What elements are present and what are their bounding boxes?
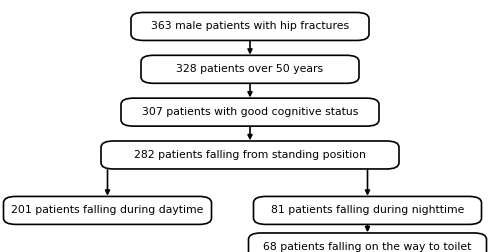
Text: 328 patients over 50 years: 328 patients over 50 years: [176, 64, 324, 74]
FancyBboxPatch shape: [131, 12, 369, 41]
FancyBboxPatch shape: [141, 55, 359, 83]
FancyBboxPatch shape: [248, 233, 486, 252]
FancyBboxPatch shape: [4, 197, 212, 224]
FancyBboxPatch shape: [254, 197, 482, 224]
Text: 81 patients falling during nighttime: 81 patients falling during nighttime: [271, 205, 464, 215]
FancyBboxPatch shape: [121, 98, 379, 126]
Text: 201 patients falling during daytime: 201 patients falling during daytime: [12, 205, 203, 215]
Text: 363 male patients with hip fractures: 363 male patients with hip fractures: [151, 21, 349, 32]
Text: 282 patients falling from standing position: 282 patients falling from standing posit…: [134, 150, 366, 160]
FancyBboxPatch shape: [101, 141, 399, 169]
Text: 307 patients with good cognitive status: 307 patients with good cognitive status: [142, 107, 358, 117]
Text: 68 patients falling on the way to toilet: 68 patients falling on the way to toilet: [264, 242, 472, 252]
